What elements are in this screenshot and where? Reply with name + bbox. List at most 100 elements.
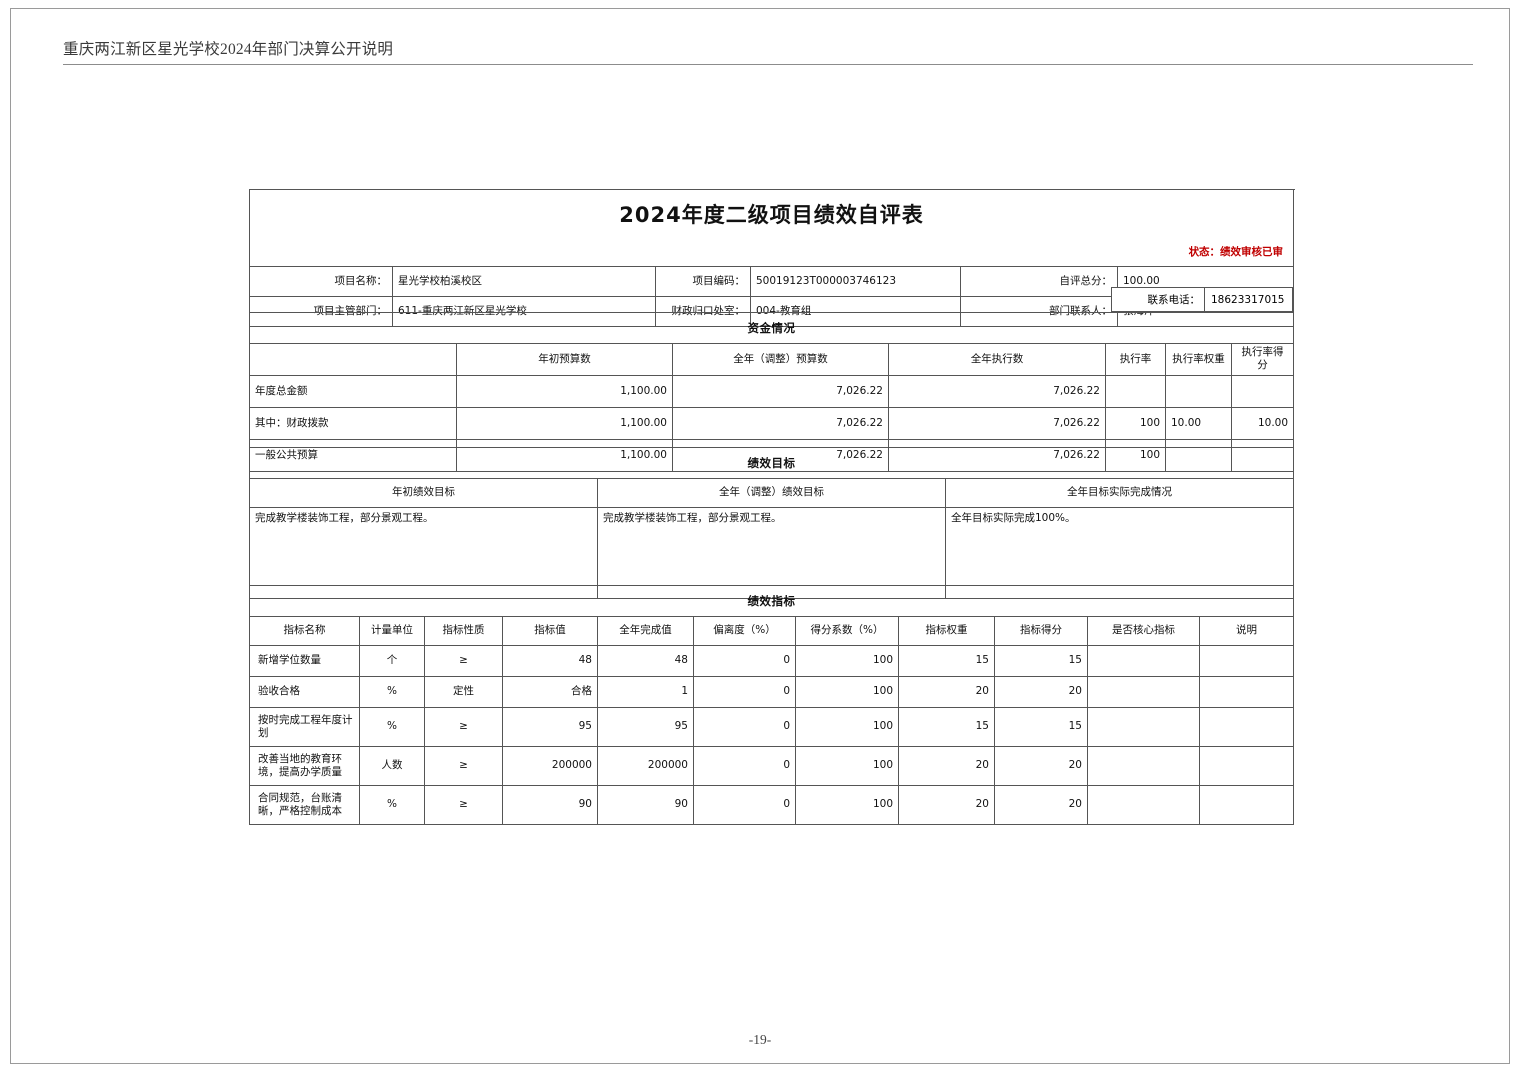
project-code-value: 50019123T000003746123 xyxy=(750,266,961,297)
indicator-deviation: 0 xyxy=(693,676,796,708)
indicators-header-row: 指标名称 计量单位 指标性质 指标值 全年完成值 偏离度（%） 得分系数（%） … xyxy=(249,616,1295,646)
goals-header-row: 年初绩效目标 全年（调整）绩效目标 全年目标实际完成情况 xyxy=(249,478,1295,508)
funding-header-adjusted-budget: 全年（调整）预算数 xyxy=(672,343,889,376)
indicator-nature: ≥ xyxy=(424,645,503,677)
funding-row-exec-weight: 10.00 xyxy=(1165,406,1232,440)
funding-table: 资金情况 年初预算数 全年（调整）预算数 全年执行数 执行率 执行率权重 执行率… xyxy=(248,312,1295,472)
indicator-unit: % xyxy=(359,676,425,708)
funding-section-title: 资金情况 xyxy=(248,312,1295,344)
indicator-target: 48 xyxy=(502,645,598,677)
goals-section-title: 绩效目标 xyxy=(248,447,1295,479)
indicator-is-core xyxy=(1087,785,1200,825)
indicator-header-target: 指标值 xyxy=(502,616,598,646)
indicator-is-core xyxy=(1087,645,1200,677)
indicator-deviation: 0 xyxy=(693,746,796,786)
table-row: 新增学位数量 个 ≥ 48 48 0 100 15 15 xyxy=(249,645,1295,677)
page-footer: -19- xyxy=(748,1032,772,1047)
indicator-note xyxy=(1198,785,1295,825)
funding-header-exec-score: 执行率得分 xyxy=(1230,343,1295,376)
indicator-name: 验收合格 xyxy=(249,676,360,708)
indicator-actual: 95 xyxy=(597,707,694,747)
indicator-score-coef: 100 xyxy=(795,645,899,677)
funding-row-initial-budget: 1,100.00 xyxy=(456,374,673,408)
indicators-section-band: 绩效指标 xyxy=(248,585,1295,617)
indicator-nature: ≥ xyxy=(424,785,503,825)
indicator-actual: 200000 xyxy=(597,746,694,786)
indicator-nature: 定性 xyxy=(424,676,503,708)
contact-phone-label: 联系电话： xyxy=(1147,294,1201,306)
indicator-name: 按时完成工程年度计划 xyxy=(249,707,360,747)
funding-row-exec-weight xyxy=(1165,374,1232,408)
indicators-table: 绩效指标 指标名称 计量单位 指标性质 指标值 全年完成值 偏离度（%） 得分系… xyxy=(248,585,1295,825)
title-row: 2024年度二级项目绩效自评表 xyxy=(248,189,1295,240)
funding-row-exec-rate xyxy=(1105,374,1166,408)
indicator-score-coef: 100 xyxy=(795,746,899,786)
indicator-actual: 90 xyxy=(597,785,694,825)
funding-header-row: 年初预算数 全年（调整）预算数 全年执行数 执行率 执行率权重 执行率得分 xyxy=(249,343,1295,376)
indicator-note xyxy=(1198,707,1295,747)
funding-header-executed: 全年执行数 xyxy=(888,343,1106,376)
indicator-target: 200000 xyxy=(502,746,598,786)
indicator-weight: 15 xyxy=(898,645,995,677)
indicator-actual: 48 xyxy=(597,645,694,677)
indicator-score: 15 xyxy=(994,707,1088,747)
indicator-score: 20 xyxy=(994,676,1088,708)
indicator-header-score: 指标得分 xyxy=(994,616,1088,646)
indicator-target: 95 xyxy=(502,707,598,747)
indicator-header-nature: 指标性质 xyxy=(424,616,503,646)
table-row: 其中：财政拨款 1,100.00 7,026.22 7,026.22 100 1… xyxy=(249,406,1295,440)
indicator-is-core xyxy=(1087,707,1200,747)
indicator-header-weight: 指标权重 xyxy=(898,616,995,646)
indicator-deviation: 0 xyxy=(693,645,796,677)
indicator-unit: % xyxy=(359,707,425,747)
indicator-target: 90 xyxy=(502,785,598,825)
page-frame: 重庆两江新区星光学校2024年部门决算公开说明 2024年度二级项目绩效自评表 … xyxy=(10,8,1510,1064)
indicator-note xyxy=(1198,746,1295,786)
indicator-header-actual: 全年完成值 xyxy=(597,616,694,646)
funding-row-adjusted-budget: 7,026.22 xyxy=(672,406,889,440)
indicator-is-core xyxy=(1087,746,1200,786)
table-row: 合同规范，台账清晰，严格控制成本 % ≥ 90 90 0 100 20 20 xyxy=(249,785,1295,825)
funding-row-exec-score xyxy=(1230,374,1295,408)
contact-phone-cell: 联系电话： 18623317015 xyxy=(1111,287,1293,312)
funding-row-exec-rate: 100 xyxy=(1105,406,1166,440)
indicator-name: 改善当地的教育环境，提高办学质量 xyxy=(249,746,360,786)
project-code-label: 项目编码： xyxy=(655,266,751,297)
indicator-header-is-core: 是否核心指标 xyxy=(1087,616,1200,646)
table-row: 改善当地的教育环境，提高办学质量 人数 ≥ 200000 200000 0 10… xyxy=(249,746,1295,786)
indicator-note xyxy=(1198,645,1295,677)
indicator-nature: ≥ xyxy=(424,707,503,747)
indicator-actual: 1 xyxy=(597,676,694,708)
indicator-score-coef: 100 xyxy=(795,707,899,747)
project-name-value: 星光学校柏溪校区 xyxy=(392,266,656,297)
table-row: 年度总金额 1,100.00 7,026.22 7,026.22 xyxy=(249,374,1295,408)
goals-header-adjusted: 全年（调整）绩效目标 xyxy=(597,478,946,508)
table-row: 验收合格 % 定性 合格 1 0 100 20 20 xyxy=(249,676,1295,708)
indicator-name: 合同规范，台账清晰，严格控制成本 xyxy=(249,785,360,825)
self-score-label: 自评总分： xyxy=(960,266,1118,297)
indicator-header-score-coef: 得分系数（%） xyxy=(795,616,899,646)
project-name-label: 项目名称： xyxy=(249,266,393,297)
indicator-target: 合格 xyxy=(502,676,598,708)
funding-row-label: 其中：财政拨款 xyxy=(249,406,457,440)
status-row: 状态：绩效审核已审 xyxy=(248,240,1295,267)
indicator-unit: 人数 xyxy=(359,746,425,786)
funding-header-exec-rate: 执行率 xyxy=(1105,343,1166,376)
running-header-rule xyxy=(63,64,1473,65)
funding-row-adjusted-budget: 7,026.22 xyxy=(672,374,889,408)
indicator-unit: 个 xyxy=(359,645,425,677)
indicator-weight: 20 xyxy=(898,746,995,786)
indicator-deviation: 0 xyxy=(693,785,796,825)
indicators-section-title: 绩效指标 xyxy=(248,585,1295,617)
funding-header-initial-budget: 年初预算数 xyxy=(456,343,673,376)
goal-actual-value: 全年目标实际完成100%。 xyxy=(944,507,1295,599)
goals-table: 绩效目标 年初绩效目标 全年（调整）绩效目标 全年目标实际完成情况 完成教学楼装… xyxy=(248,447,1295,599)
indicator-name: 新增学位数量 xyxy=(249,645,360,677)
indicator-weight: 20 xyxy=(898,785,995,825)
indicator-score: 15 xyxy=(994,645,1088,677)
funding-header-exec-weight: 执行率权重 xyxy=(1165,343,1232,376)
table-row: 按时完成工程年度计划 % ≥ 95 95 0 100 15 15 xyxy=(249,707,1295,747)
indicator-score-coef: 100 xyxy=(795,676,899,708)
indicator-unit: % xyxy=(359,785,425,825)
funding-header-blank xyxy=(249,343,457,376)
